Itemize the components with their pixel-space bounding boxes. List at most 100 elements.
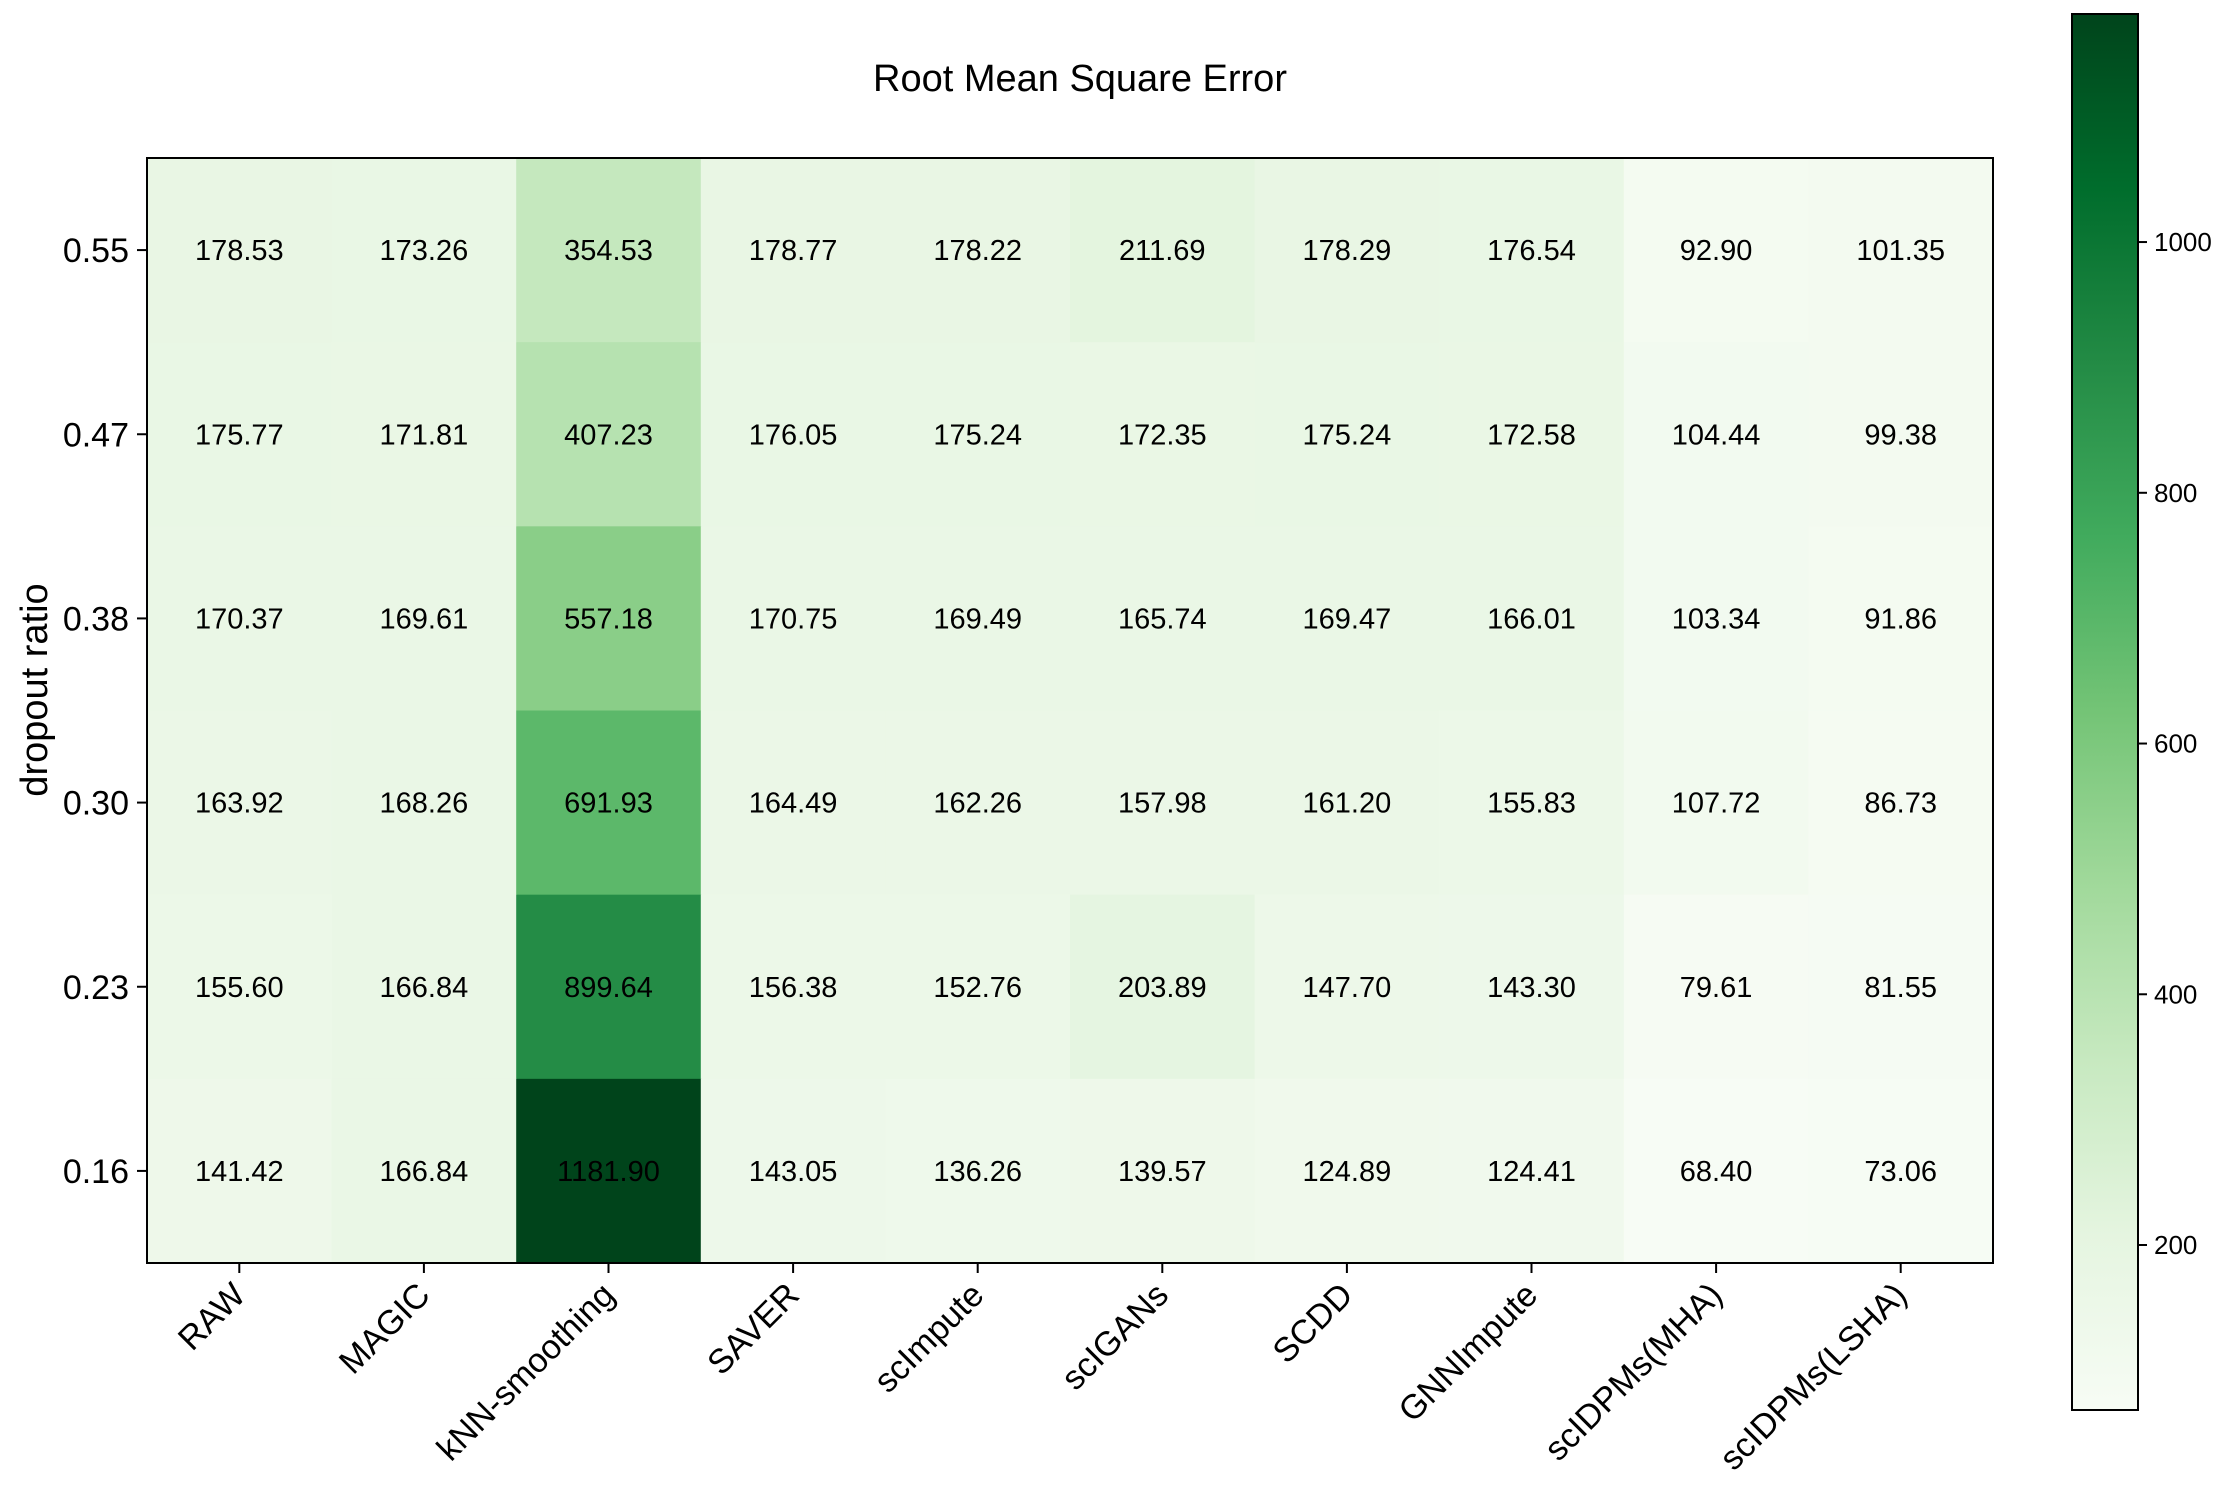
cell-value-label: 557.18: [564, 603, 653, 635]
colorbar-tick-label: 800: [2154, 478, 2197, 508]
cell-value-label: 163.92: [195, 788, 284, 820]
y-tick-label: 0.55: [63, 232, 129, 270]
heatmap-cell: [1623, 158, 1809, 343]
heatmap-cell: [1254, 342, 1440, 527]
heatmap-cell: [1808, 342, 1994, 527]
cell-value-label: 176.54: [1487, 235, 1576, 267]
cell-value-label: 165.74: [1118, 603, 1207, 635]
heatmap-cell: [1070, 342, 1256, 527]
heatmap-cell: [147, 342, 333, 527]
x-tick-label: SCDD: [1266, 1276, 1361, 1371]
heatmap-cell: [331, 526, 517, 711]
cell-value-label: 103.34: [1672, 603, 1761, 635]
heatmap-cell: [885, 894, 1071, 1080]
heatmap-cell: [1808, 158, 1994, 343]
colorbar-tick-label: 600: [2154, 729, 2197, 759]
heatmap-cell: [700, 158, 886, 343]
x-tick-label: scIDPMs(MHA): [1537, 1276, 1729, 1468]
heatmap-cell: [885, 710, 1071, 896]
heatmap-cell: [1623, 894, 1809, 1080]
cell-value-label: 407.23: [564, 419, 653, 451]
heatmap-cell: [1254, 1078, 1440, 1264]
y-tick-label: 0.47: [63, 416, 129, 454]
x-tick-label: scIDPMs(LSHA): [1712, 1276, 1914, 1478]
cell-value-label: 169.49: [933, 603, 1022, 635]
cell-value-label: 171.81: [380, 419, 469, 451]
cell-value-label: 172.58: [1487, 419, 1576, 451]
colorbar-tick-label: 200: [2154, 1230, 2197, 1260]
heatmap-cell: [1254, 894, 1440, 1080]
x-tick-label: scImpute: [867, 1276, 991, 1400]
heatmap-cell: [331, 710, 517, 896]
cell-value-label: 143.05: [749, 1156, 838, 1188]
cell-value-label: 155.83: [1487, 788, 1576, 820]
heatmap-cell: [1808, 710, 1994, 896]
heatmap-cell: [1070, 1078, 1256, 1264]
cell-value-label: 136.26: [933, 1156, 1022, 1188]
heatmap-cell: [147, 894, 333, 1080]
cell-value-label: 143.30: [1487, 972, 1576, 1004]
cell-value-label: 139.57: [1118, 1156, 1207, 1188]
heatmap-cell: [1254, 710, 1440, 896]
heatmap-cell: [885, 526, 1071, 711]
heatmap-cell: [700, 1078, 886, 1264]
heatmap-cells: [147, 158, 1994, 1264]
cell-value-label: 172.35: [1118, 419, 1207, 451]
heatmap-cell: [700, 894, 886, 1080]
heatmap-cell: [331, 1078, 517, 1264]
x-tick-label: GNNImpute: [1391, 1276, 1545, 1430]
cell-value-label: 162.26: [933, 788, 1022, 820]
heatmap-cell: [885, 158, 1071, 343]
heatmap-cell: [1254, 526, 1440, 711]
colorbar-gradient: [2071, 13, 2139, 1411]
cell-value-label: 107.72: [1672, 788, 1761, 820]
cell-value-label: 164.49: [749, 788, 838, 820]
heatmap-cell: [1070, 158, 1256, 343]
cell-value-label: 166.84: [380, 972, 469, 1004]
cell-value-label: 211.69: [1119, 235, 1206, 267]
cell-value-label: 86.73: [1864, 788, 1937, 820]
cell-value-label: 354.53: [564, 235, 653, 267]
cell-value-label: 173.26: [380, 235, 469, 267]
heatmap-cell: [1070, 894, 1256, 1080]
cell-value-label: 176.05: [749, 419, 838, 451]
y-axis-label: dropout ratio: [14, 583, 56, 796]
heatmap-cell: [147, 710, 333, 896]
heatmap-cell: [147, 158, 333, 343]
cell-value-label: 73.06: [1864, 1156, 1937, 1188]
cell-value-label: 178.53: [195, 235, 284, 267]
cell-value-label: 166.01: [1487, 603, 1576, 635]
y-tick-label: 0.38: [63, 600, 129, 638]
heatmap-cell: [1808, 1078, 1994, 1264]
heatmap-cell: [1808, 526, 1994, 711]
heatmap-cell: [885, 342, 1071, 527]
heatmap-cell: [700, 710, 886, 896]
heatmap-cell: [331, 158, 517, 343]
x-tick-label: kNN-smoothing: [430, 1276, 623, 1469]
cell-value-label: 168.26: [380, 788, 469, 820]
cell-value-label: 169.47: [1303, 603, 1392, 635]
y-tick-label: 0.16: [63, 1153, 129, 1191]
cell-value-label: 92.90: [1680, 235, 1753, 267]
cell-value-label: 175.24: [1303, 419, 1392, 451]
x-tick-label: SAVER: [700, 1276, 807, 1383]
cell-value-label: 170.75: [749, 603, 838, 635]
cell-value-label: 170.37: [195, 603, 284, 635]
cell-value-label: 691.93: [564, 788, 653, 820]
heatmap-cell: [1439, 894, 1625, 1080]
heatmap-cell: [700, 342, 886, 527]
heatmap-cell: [700, 526, 886, 711]
heatmap-cell: [885, 1078, 1071, 1264]
heatmap-cell: [1070, 526, 1256, 711]
cell-value-label: 155.60: [195, 972, 284, 1004]
heatmap-cell: [1254, 158, 1440, 343]
heatmap-cell: [1439, 526, 1625, 711]
heatmap-cell: [1070, 710, 1256, 896]
cell-value-label: 156.38: [749, 972, 838, 1004]
x-tick-label: MAGIC: [332, 1276, 438, 1382]
cell-value-label: 124.89: [1303, 1156, 1392, 1188]
colorbar-tick-label: 1000: [2154, 227, 2212, 257]
cell-value-label: 99.38: [1864, 419, 1937, 451]
heatmap-cell: [1439, 710, 1625, 896]
